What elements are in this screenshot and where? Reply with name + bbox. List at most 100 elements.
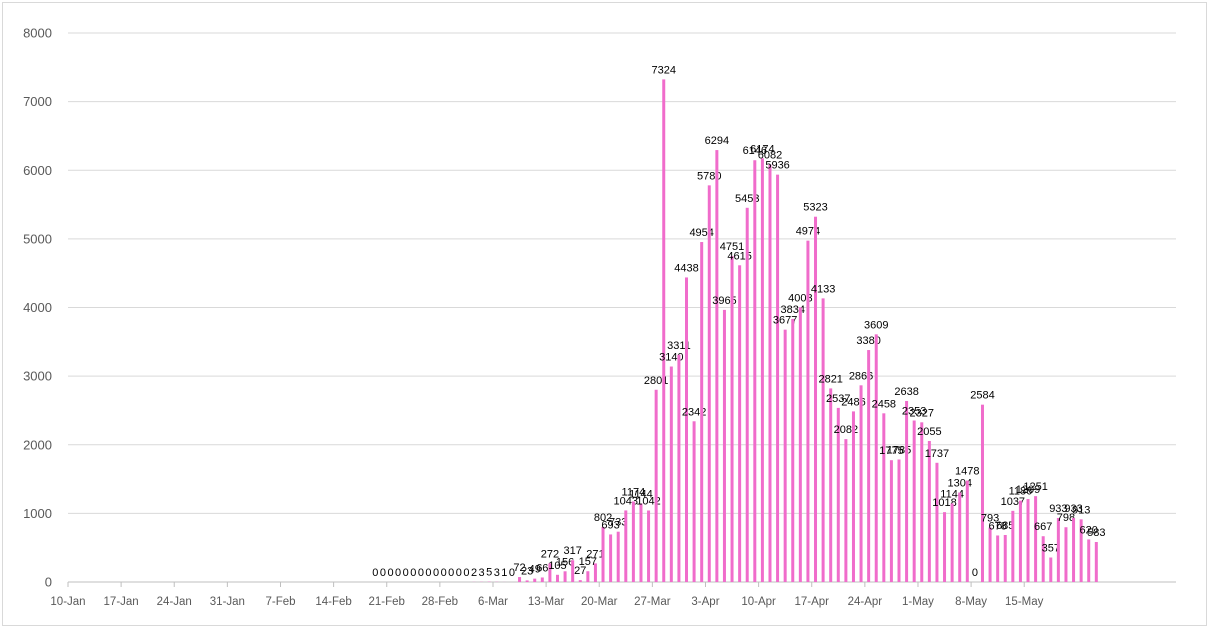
bar (707, 185, 711, 582)
data-label: 0 (380, 567, 386, 579)
bar (540, 577, 544, 582)
data-label: 72 (513, 562, 525, 574)
data-label: 1775 (879, 445, 903, 457)
bar (768, 164, 772, 583)
bar (798, 307, 802, 582)
data-label: 6174 (750, 143, 774, 155)
x-tick-label: 28-Feb (422, 596, 458, 608)
data-label: 2353 (902, 406, 926, 418)
bar (897, 459, 901, 582)
data-label: 693 (601, 519, 619, 531)
bar (525, 580, 529, 582)
data-label: 0 (972, 567, 978, 579)
y-tick-label: 2000 (23, 437, 52, 452)
bar (647, 510, 651, 582)
bar (722, 309, 726, 582)
y-tick-label: 5000 (23, 231, 52, 246)
data-label: 6082 (758, 150, 782, 162)
y-tick-label: 1000 (23, 506, 52, 521)
data-label: 2327 (910, 407, 934, 419)
bar (1049, 557, 1053, 582)
data-label: 317 (563, 545, 581, 557)
bar (927, 440, 931, 582)
data-label: 2537 (826, 393, 850, 405)
data-label: 2821 (818, 373, 842, 385)
data-label: 271 (586, 548, 604, 560)
x-tick-label: 6-Mar (478, 596, 508, 608)
x-tick-label: 31-Jan (210, 596, 245, 608)
bar (616, 531, 620, 582)
bar (1034, 496, 1038, 582)
data-label: 798 (1057, 512, 1075, 524)
bar (624, 510, 628, 582)
data-label: 3609 (864, 319, 888, 331)
bar (874, 334, 878, 582)
bar (776, 174, 780, 582)
bar (631, 501, 635, 582)
data-label: 0 (395, 567, 401, 579)
data-label: 6146 (743, 145, 767, 157)
data-label: 1251 (1023, 481, 1047, 493)
bar (905, 400, 909, 582)
bar (518, 577, 522, 582)
data-label: 7324 (651, 64, 675, 76)
data-label: 1144 (629, 488, 653, 500)
bar (996, 535, 1000, 582)
data-label: 0 (418, 567, 424, 579)
data-label: 4751 (720, 241, 744, 253)
data-label: 1737 (925, 448, 949, 460)
data-label: 0 (410, 567, 416, 579)
x-tick-label: 24-Apr (848, 596, 883, 608)
x-tick-label: 7-Feb (265, 596, 295, 608)
x-tick-label: 10-Jan (50, 596, 85, 608)
data-label: 1 (501, 567, 507, 579)
x-tick-label: 24-Jan (157, 596, 192, 608)
bar (829, 388, 833, 582)
bar (867, 350, 871, 582)
bar (836, 407, 840, 582)
data-label: 105 (548, 560, 566, 572)
data-label: 3 (494, 567, 500, 579)
data-label: 1144 (940, 488, 964, 500)
data-label: 0 (425, 567, 431, 579)
bar (753, 160, 757, 582)
data-label: 6294 (705, 135, 729, 147)
data-label: 0 (509, 567, 515, 579)
data-label: 733 (609, 517, 627, 529)
bar (988, 527, 992, 582)
bar (1011, 510, 1015, 582)
bar (677, 354, 681, 582)
y-tick-label: 6000 (23, 163, 52, 178)
bar (1079, 519, 1083, 582)
data-label: 933 (1049, 503, 1067, 515)
data-label: 667 (1034, 521, 1052, 533)
data-label: 2055 (917, 426, 941, 438)
data-label: 0 (372, 567, 378, 579)
bar (700, 242, 704, 583)
bar (601, 526, 605, 582)
data-label: 933 (1064, 503, 1082, 515)
bar (760, 158, 764, 582)
data-label: 678 (988, 520, 1006, 532)
data-label: 2584 (970, 390, 994, 402)
x-tick-label: 1-May (902, 596, 934, 608)
bar (563, 571, 567, 582)
bar (943, 512, 947, 582)
x-tick-label: 8-May (955, 596, 987, 608)
bar (958, 492, 962, 582)
data-label: 2638 (894, 386, 918, 398)
data-label: 4133 (811, 283, 835, 295)
bar (814, 216, 818, 583)
data-label: 0 (456, 567, 462, 579)
bar (730, 255, 734, 582)
x-tick-label: 10-Apr (741, 596, 776, 608)
data-label: 0 (387, 567, 393, 579)
bar (1094, 541, 1098, 582)
bar (738, 265, 742, 582)
bar (935, 462, 939, 582)
x-tick-label: 21-Feb (369, 596, 405, 608)
bar (1041, 536, 1045, 582)
data-label: 66 (536, 562, 548, 574)
bar (1018, 500, 1022, 582)
